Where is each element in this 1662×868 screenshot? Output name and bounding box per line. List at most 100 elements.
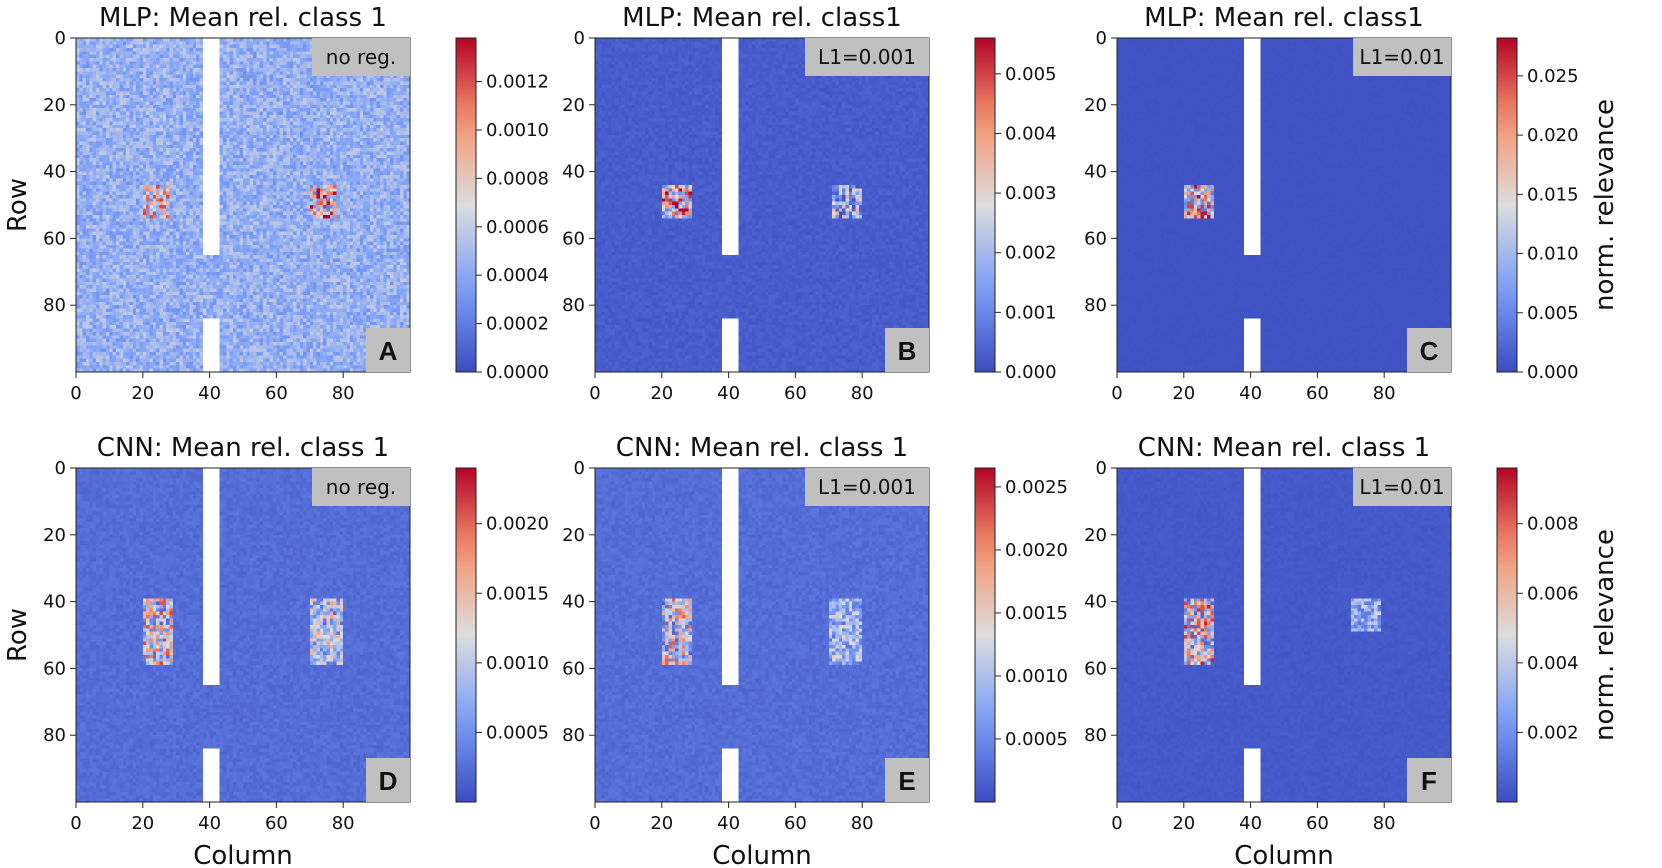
panel-f-frame: [1116, 467, 1452, 803]
panel-c-heatmap: [1117, 38, 1451, 372]
panel-f-xtick-label: 0: [1111, 813, 1122, 834]
panel-f-cbtick-label: 0.002: [1527, 722, 1579, 743]
panel-f-ytick-label: 80: [1084, 725, 1107, 746]
panel-b-cbtick-label: 0.000: [1005, 362, 1057, 383]
panel-d-xtick-label: 20: [131, 813, 154, 834]
panel-a-colorbar: [455, 37, 477, 373]
panel-d-reg-box: [312, 468, 410, 506]
panel-c-cbtick-label: 0.015: [1527, 184, 1579, 205]
panel-b-title: MLP: Mean rel. class1: [622, 3, 902, 33]
panel-a-cbtick-label: 0.0004: [486, 265, 549, 286]
panel-a-ytick-label: 40: [43, 162, 66, 183]
panel-d-ytick-label: 40: [43, 592, 66, 613]
panel-f-xtick-label: 80: [1373, 813, 1396, 834]
panel-a-ytick-label: 20: [43, 95, 66, 116]
panel-d-cbtick-label: 0.0020: [486, 514, 549, 535]
panel-f-title: CNN: Mean rel. class 1: [1138, 433, 1430, 463]
panel-b-colorbar: [974, 37, 996, 373]
panel-c-ytick-label: 0: [1096, 28, 1107, 49]
panel-c-reg-label: L1=0.01: [1359, 45, 1444, 69]
panel-d-xlabel: Column: [193, 841, 293, 868]
panel-f-cbtick-label: 0.006: [1527, 583, 1579, 604]
panel-b-heatmap: [595, 38, 929, 372]
panel-e-heatmap: [595, 468, 929, 802]
panel-e-title: CNN: Mean rel. class 1: [616, 433, 908, 463]
panel-a-ytick-label: 0: [55, 28, 66, 49]
panel-f-letter-box: [1407, 758, 1451, 802]
panel-e-ytick-label: 60: [562, 658, 585, 679]
panel-e-ytick-label: 20: [562, 525, 585, 546]
panel-e-xtick-label: 80: [851, 813, 874, 834]
panel-d-xtick-label: 0: [70, 813, 81, 834]
panel-e-cbtick-label: 0.0005: [1005, 729, 1068, 750]
panel-f-letter: F: [1421, 766, 1437, 796]
panel-b-xtick-label: 80: [851, 383, 874, 404]
panel-a-cbtick-label: 0.0012: [486, 72, 549, 93]
panel-c-ytick-label: 40: [1084, 162, 1107, 183]
panel-c-letter: C: [1420, 336, 1439, 366]
panel-a-ytick-label: 80: [43, 295, 66, 316]
panel-f-ytick-label: 0: [1096, 458, 1107, 479]
panel-b-ytick-label: 20: [562, 95, 585, 116]
panel-c-ytick-label: 20: [1084, 95, 1107, 116]
panel-d-cbtick-label: 0.0005: [486, 722, 549, 743]
panel-e-xtick-label: 40: [717, 813, 740, 834]
panel-f-ytick-label: 40: [1084, 592, 1107, 613]
panel-c-ytick-label: 60: [1084, 228, 1107, 249]
panel-d-letter: D: [379, 766, 398, 796]
panel-d-ytick-label: 60: [43, 658, 66, 679]
panel-e-cbtick-label: 0.0010: [1005, 666, 1068, 687]
panel-a-xtick-label: 80: [332, 383, 355, 404]
panel-f-xtick-label: 20: [1172, 813, 1195, 834]
panel-e-cbtick-label: 0.0015: [1005, 603, 1068, 624]
panel-b: MLP: Mean rel. class1 0 20 40 60 80 0 20 40 60 80 L…: [562, 3, 1056, 404]
panel-a-cbtick-label: 0.0010: [486, 120, 549, 141]
panel-d-ylabel: Row: [3, 608, 33, 662]
panel-c-letter-box: [1407, 328, 1451, 372]
panel-d: CNN: Mean rel. class 1 0 20 40 60 80 0 20 40 60 80…: [3, 433, 549, 868]
panel-a-xtick-label: 20: [131, 383, 154, 404]
panel-e-cbtick-label: 0.0020: [1005, 540, 1068, 561]
panel-a-ytick-label: 60: [43, 228, 66, 249]
panel-e-letter: E: [898, 766, 915, 796]
panel-f-xlabel: Column: [1234, 841, 1334, 868]
panel-f-xtick-label: 60: [1306, 813, 1329, 834]
panel-f-heatmap: [1117, 468, 1451, 802]
panel-e-frame: [594, 467, 930, 803]
panel-c-xtick-label: 80: [1373, 383, 1396, 404]
panel-a: MLP: Mean rel. class 1 0 20 40 60 80 0 20 40 60 80…: [3, 3, 549, 404]
panel-c-title: MLP: Mean rel. class1: [1144, 3, 1424, 33]
panel-c-ytick-label: 80: [1084, 295, 1107, 316]
panel-d-cbtick-label: 0.0015: [486, 583, 549, 604]
panel-b-xtick-label: 40: [717, 383, 740, 404]
panel-d-colorbar: [455, 467, 477, 803]
panel-c-xtick-label: 0: [1111, 383, 1122, 404]
panel-f-ytick-label: 60: [1084, 658, 1107, 679]
panel-c: MLP: Mean rel. class1 0 20 40 60 80 0 20 40 60 80 L…: [1084, 3, 1620, 404]
panel-a-cbtick-label: 0.0002: [486, 314, 549, 335]
panel-e-cbtick-label: 0.0025: [1005, 477, 1068, 498]
panel-c-reg-box: [1353, 38, 1451, 76]
panel-c-xtick-label: 60: [1306, 383, 1329, 404]
panel-b-ytick-label: 60: [562, 228, 585, 249]
panel-d-xtick-label: 40: [198, 813, 221, 834]
panel-e-reg-label: L1=0.001: [818, 475, 916, 499]
panel-e-ytick-label: 0: [574, 458, 585, 479]
panel-b-cbtick-label: 0.003: [1005, 183, 1057, 204]
panel-e-letter-box: [885, 758, 929, 802]
panel-d-ytick-label: 0: [55, 458, 66, 479]
panel-c-colorbar: [1496, 37, 1518, 373]
panel-d-heatmap: [76, 468, 410, 802]
panel-b-frame: [594, 37, 930, 373]
panel-b-reg-label: L1=0.001: [818, 45, 916, 69]
panel-a-reg-box: [312, 38, 410, 76]
panel-e-ytick-label: 80: [562, 725, 585, 746]
panel-c-cbtick-label: 0.005: [1527, 303, 1579, 324]
panel-a-xtick-label: 0: [70, 383, 81, 404]
panel-d-frame: [75, 467, 411, 803]
panel-e-reg-box: [805, 468, 929, 506]
panel-f-xtick-label: 40: [1239, 813, 1262, 834]
panel-d-reg-label: no reg.: [326, 475, 396, 499]
panel-f-reg-box: [1353, 468, 1451, 506]
